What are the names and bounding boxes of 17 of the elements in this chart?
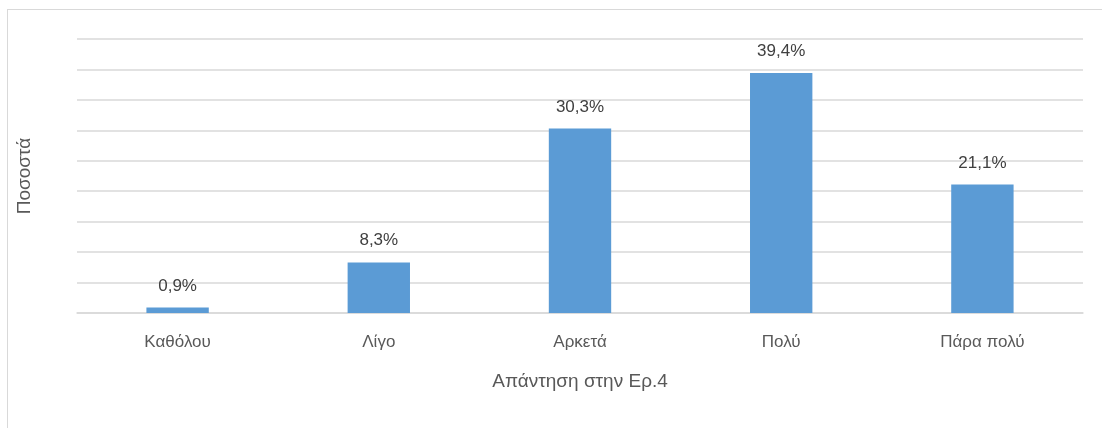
x-tick-label: Καθόλου (144, 332, 211, 351)
bar (146, 307, 209, 313)
data-label: 0,9% (158, 275, 197, 295)
x-tick-label: Πολύ (761, 332, 801, 351)
bar (347, 262, 410, 313)
y-axis-title: Ποσοστά (13, 137, 34, 215)
x-tick-label: Πάρα πολύ (940, 332, 1025, 351)
data-label: 30,3% (555, 96, 605, 116)
bar (750, 73, 813, 313)
x-axis-title: Απάντηση στην Ερ.4 (492, 370, 669, 391)
bar (951, 184, 1014, 313)
x-tick-label: Αρκετά (553, 332, 607, 351)
x-tick-label: Λίγο (362, 332, 396, 351)
data-label: 39,4% (757, 41, 806, 61)
bar (548, 128, 612, 313)
data-label: 8,3% (359, 230, 399, 250)
data-label: 21,1% (958, 152, 1007, 172)
